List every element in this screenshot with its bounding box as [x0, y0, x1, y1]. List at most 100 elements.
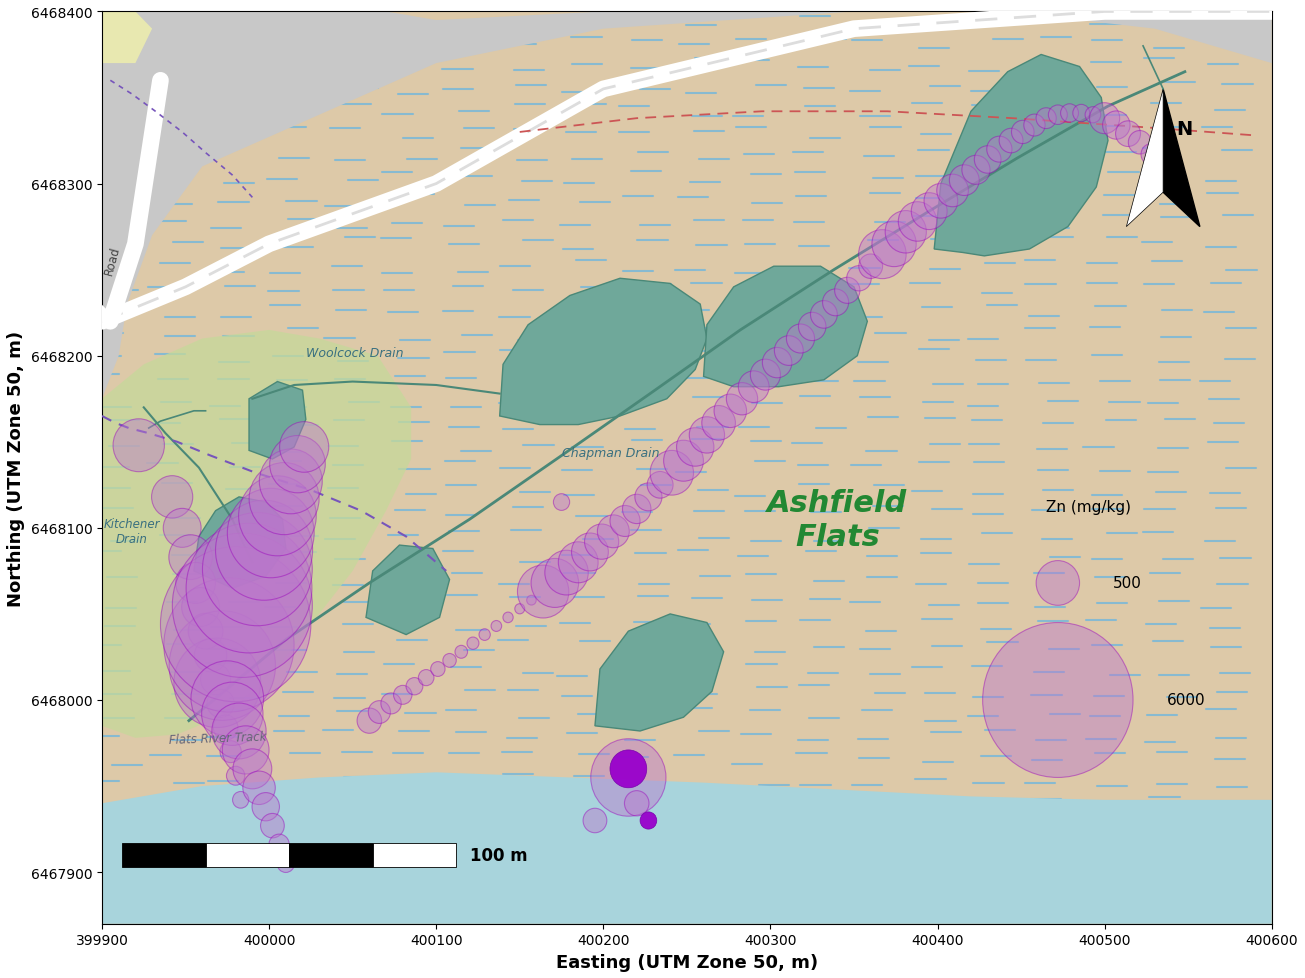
Ellipse shape	[269, 834, 290, 855]
Ellipse shape	[227, 489, 315, 578]
Polygon shape	[102, 13, 153, 64]
Ellipse shape	[822, 289, 848, 317]
Ellipse shape	[260, 450, 322, 514]
Ellipse shape	[676, 428, 714, 467]
Ellipse shape	[202, 513, 312, 626]
Ellipse shape	[937, 175, 968, 207]
Polygon shape	[500, 279, 707, 425]
Ellipse shape	[544, 551, 589, 596]
Ellipse shape	[975, 147, 1001, 174]
Ellipse shape	[762, 348, 792, 378]
Ellipse shape	[502, 612, 513, 623]
Ellipse shape	[191, 661, 264, 735]
Ellipse shape	[924, 184, 958, 219]
Ellipse shape	[591, 739, 666, 817]
Ellipse shape	[455, 645, 467, 658]
Ellipse shape	[431, 662, 445, 677]
Ellipse shape	[227, 767, 245, 785]
Ellipse shape	[172, 534, 312, 678]
Ellipse shape	[572, 533, 608, 571]
Ellipse shape	[527, 596, 536, 605]
Ellipse shape	[222, 726, 269, 775]
Ellipse shape	[859, 231, 906, 280]
Polygon shape	[194, 498, 286, 589]
Polygon shape	[934, 56, 1108, 256]
Ellipse shape	[598, 515, 629, 549]
Polygon shape	[595, 614, 723, 732]
Text: N: N	[1177, 120, 1193, 139]
Ellipse shape	[442, 654, 457, 668]
Text: Ashfield
Flats: Ashfield Flats	[767, 488, 907, 551]
Ellipse shape	[201, 664, 231, 695]
Ellipse shape	[243, 772, 275, 805]
Ellipse shape	[207, 689, 235, 718]
Ellipse shape	[872, 222, 916, 267]
Polygon shape	[102, 773, 1272, 924]
Ellipse shape	[1000, 129, 1023, 154]
Ellipse shape	[151, 476, 193, 518]
Ellipse shape	[634, 483, 662, 511]
Ellipse shape	[609, 750, 647, 788]
Ellipse shape	[714, 395, 746, 428]
Ellipse shape	[1141, 145, 1161, 166]
Ellipse shape	[174, 639, 261, 728]
Ellipse shape	[609, 506, 639, 537]
Polygon shape	[1163, 90, 1199, 227]
Ellipse shape	[215, 501, 313, 600]
Ellipse shape	[911, 194, 947, 231]
Ellipse shape	[750, 360, 780, 391]
Ellipse shape	[983, 623, 1133, 778]
Ellipse shape	[181, 588, 219, 627]
Ellipse shape	[194, 639, 227, 672]
Ellipse shape	[252, 793, 279, 821]
Ellipse shape	[647, 472, 673, 499]
Ellipse shape	[1036, 561, 1079, 605]
Ellipse shape	[232, 791, 249, 809]
Text: Woolcock Drain: Woolcock Drain	[305, 346, 403, 359]
Ellipse shape	[885, 211, 927, 253]
Text: Zn (mg/kg): Zn (mg/kg)	[1047, 500, 1131, 514]
Ellipse shape	[622, 495, 651, 524]
Polygon shape	[703, 267, 868, 387]
Polygon shape	[1126, 90, 1163, 227]
Text: Chapman Drain: Chapman Drain	[561, 446, 659, 459]
Polygon shape	[249, 382, 305, 460]
Ellipse shape	[270, 436, 325, 493]
Ellipse shape	[279, 422, 329, 472]
Ellipse shape	[406, 678, 423, 695]
Ellipse shape	[1154, 159, 1173, 179]
Ellipse shape	[170, 611, 275, 721]
Ellipse shape	[835, 278, 860, 304]
Bar	[290, 843, 373, 867]
Ellipse shape	[368, 701, 390, 724]
Ellipse shape	[650, 451, 693, 496]
Ellipse shape	[702, 406, 736, 441]
Ellipse shape	[221, 741, 241, 763]
Ellipse shape	[810, 301, 838, 329]
Ellipse shape	[518, 565, 569, 618]
Ellipse shape	[531, 558, 578, 607]
Ellipse shape	[859, 254, 882, 279]
Ellipse shape	[689, 418, 724, 454]
Ellipse shape	[949, 165, 979, 197]
Ellipse shape	[1086, 108, 1100, 123]
Text: 100 m: 100 m	[470, 846, 527, 864]
X-axis label: Easting (UTM Zone 50, m): Easting (UTM Zone 50, m)	[556, 954, 818, 971]
Text: 500: 500	[1113, 576, 1142, 591]
Ellipse shape	[164, 578, 294, 712]
Ellipse shape	[639, 812, 656, 829]
Ellipse shape	[1024, 115, 1045, 137]
Ellipse shape	[847, 266, 872, 291]
Ellipse shape	[1103, 111, 1130, 140]
Bar	[206, 843, 290, 867]
Ellipse shape	[962, 156, 990, 185]
Ellipse shape	[553, 494, 570, 511]
Ellipse shape	[1011, 121, 1034, 145]
Ellipse shape	[585, 524, 619, 559]
Ellipse shape	[1116, 121, 1141, 148]
Ellipse shape	[176, 563, 215, 603]
Text: Flats River Track: Flats River Track	[168, 730, 266, 746]
Ellipse shape	[491, 621, 501, 632]
Text: Road: Road	[102, 244, 123, 277]
Ellipse shape	[479, 629, 491, 641]
